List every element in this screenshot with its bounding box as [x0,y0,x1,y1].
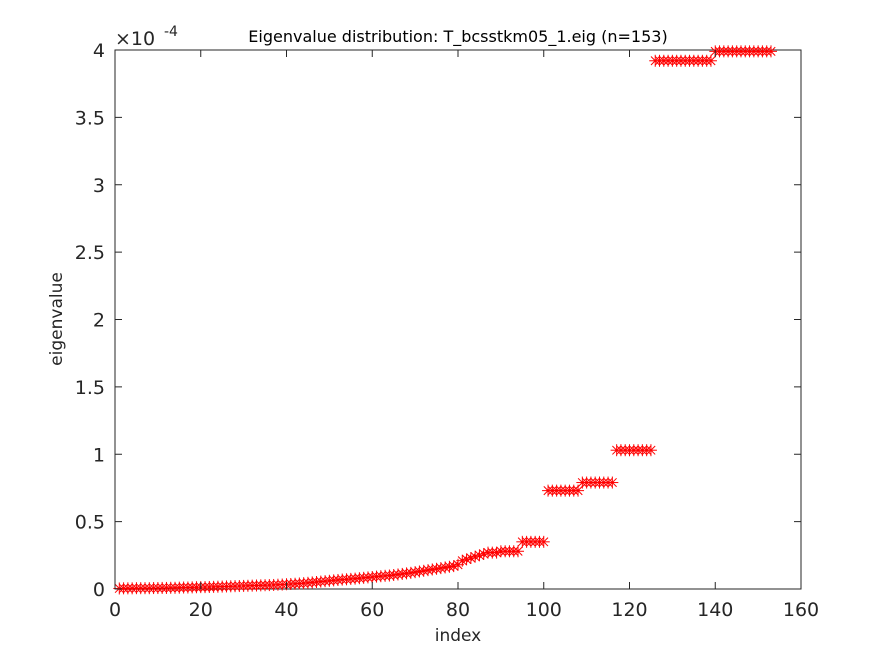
y-tick-label: 0.5 [75,512,105,534]
y-tick-label: 3.5 [75,107,105,129]
data-point [537,535,550,548]
data-point [606,476,619,489]
y-tick-label: 0 [93,579,105,601]
y-tick-label: 1.5 [75,377,105,399]
y-axis-label: eigenvalue [47,272,67,366]
y-exponent-power: -4 [164,24,178,40]
x-tick-label: 140 [697,599,733,621]
x-tick-label: 80 [446,599,470,621]
data-point [512,545,525,558]
y-tick-label: 4 [93,40,105,62]
y-tick-label: 1 [93,444,105,466]
y-axis-ticks: 0 0.5 1 1.5 2 2.5 3 3.5 4 [75,40,801,601]
y-exponent-label: ×10 [115,28,155,50]
x-tick-label: 160 [783,599,819,621]
x-axis-label: index [435,626,482,646]
x-tick-label: 120 [611,599,647,621]
x-tick-label: 0 [109,599,121,621]
x-tick-label: 40 [274,599,298,621]
x-axis-ticks: 0 20 40 60 80 100 120 140 160 [109,50,819,621]
data-point [704,54,717,67]
data-point [391,568,404,581]
y-tick-label: 2 [93,310,105,332]
data-point [644,444,657,457]
data-point [396,567,409,580]
x-tick-label: 100 [526,599,562,621]
plot-area [114,49,802,590]
data-point [400,567,413,580]
data-point [764,45,777,58]
data-markers [113,45,777,595]
chart-title: Eigenvalue distribution: T_bcsstkm05_1.e… [248,27,667,47]
y-tick-label: 2.5 [75,242,105,264]
y-tick-label: 3 [93,175,105,197]
x-tick-label: 60 [360,599,384,621]
x-tick-label: 20 [189,599,213,621]
